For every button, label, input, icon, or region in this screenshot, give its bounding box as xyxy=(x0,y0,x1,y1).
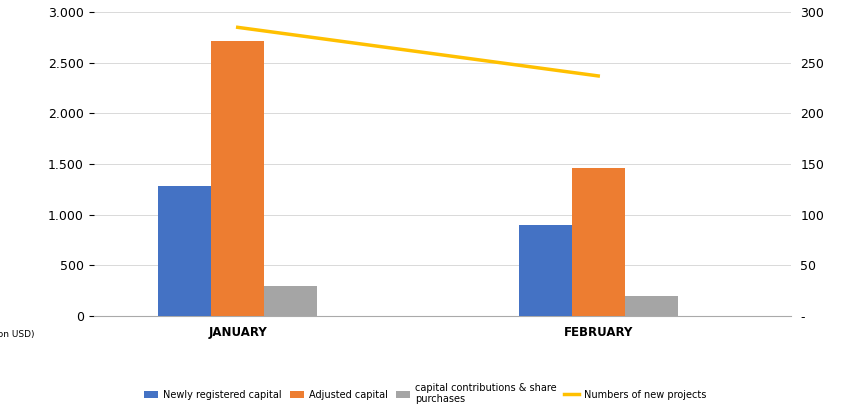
Numbers of new projects xyxy=(233,25,243,30)
Bar xyxy=(158,186,212,316)
Bar xyxy=(518,225,572,316)
Line: Numbers of new projects: Numbers of new projects xyxy=(238,28,598,76)
Bar xyxy=(572,168,625,316)
Bar xyxy=(625,296,677,316)
Numbers of new projects xyxy=(593,74,604,79)
Legend: Newly registered capital, Adjusted capital, capital contributions & share
purcha: Newly registered capital, Adjusted capit… xyxy=(139,379,711,405)
Text: (million USD): (million USD) xyxy=(0,330,34,339)
Bar xyxy=(212,40,264,316)
Bar xyxy=(264,286,317,316)
